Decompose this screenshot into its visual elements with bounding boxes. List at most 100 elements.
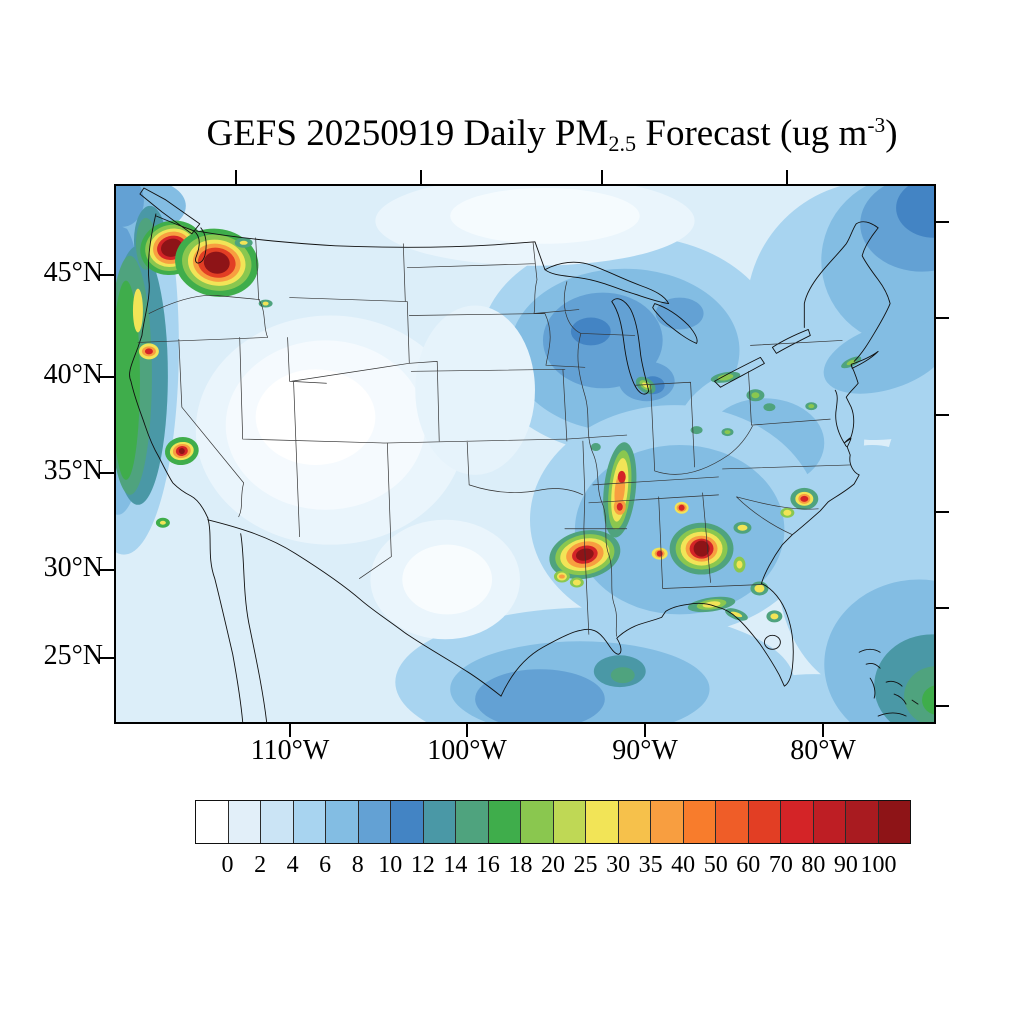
pm-hotspot	[164, 436, 199, 466]
colorbar-tick-label: 10	[378, 852, 403, 878]
latitude-tick	[100, 376, 115, 378]
latitude-tick-label: 40°N	[43, 359, 103, 390]
lake-erie	[714, 356, 765, 388]
colorbar-tick-label: 50	[703, 852, 728, 878]
longitude-tick-label: 100°W	[427, 735, 507, 766]
canada-border-east	[803, 221, 879, 328]
longitude-tick	[822, 723, 824, 737]
colorbar-tick-label: 60	[736, 852, 761, 878]
colorbar-segment	[748, 801, 781, 843]
pm-hotspot	[746, 389, 765, 402]
longitude-tick-top	[786, 170, 788, 185]
pm-hotspot	[258, 299, 273, 308]
pm-hotspot	[763, 403, 776, 412]
colorbar-segment	[261, 801, 294, 843]
hotspot-layer	[138, 220, 862, 623]
colorbar-segment	[813, 801, 846, 843]
longitude-tick	[289, 723, 291, 737]
lake-ontario	[771, 329, 811, 354]
pm-hotspot	[175, 228, 259, 297]
colorbar-tick-label: 14	[443, 852, 468, 878]
gulf-coast-florida-coastline	[500, 534, 794, 697]
puget-sound-coastline	[155, 215, 207, 264]
longitude-tick	[466, 723, 468, 737]
latitude-tick-right	[935, 221, 949, 223]
colorbar-tick-label: 20	[541, 852, 565, 878]
pm-hotspot	[674, 501, 689, 514]
lake-superior	[544, 261, 670, 305]
colorbar-segment	[781, 801, 814, 843]
longitude-tick-label: 110°W	[250, 735, 330, 766]
pm-hotspot	[690, 426, 703, 435]
colorbar-segment	[391, 801, 424, 843]
baja-coastline	[207, 517, 244, 722]
pm-hotspot	[138, 343, 159, 360]
pm-hotspot	[651, 547, 668, 560]
atlantic-coastline	[791, 364, 860, 536]
longitude-tick-top	[235, 170, 237, 185]
colorbar-tick-label: 25	[573, 852, 598, 878]
colorbar-tick-label: 0	[221, 852, 234, 878]
colorbar-segment	[326, 801, 359, 843]
colorbar-tick-label: 100	[860, 852, 897, 878]
pm-hotspot	[733, 521, 752, 534]
pm-hotspot	[553, 570, 570, 583]
colorbar-tick-label: 4	[286, 852, 299, 878]
title-suffix: )	[885, 113, 898, 154]
pm-hotspot	[780, 507, 795, 518]
colorbar-tick-label: 80	[801, 852, 826, 878]
colorbar-segment	[878, 801, 910, 843]
latitude-tick-right	[935, 414, 949, 416]
colorbar	[195, 800, 911, 844]
longitude-tick-label: 90°W	[612, 735, 678, 766]
lake-okeechobee	[763, 634, 781, 650]
colorbar-segment	[553, 801, 586, 843]
latitude-tick-right	[935, 317, 949, 319]
colorbar-tick-label: 8	[351, 852, 364, 878]
colorbar-tick-label: 30	[606, 852, 631, 878]
pm-hotspot	[155, 517, 170, 528]
map-plot-area	[114, 184, 936, 724]
pm-hotspot	[569, 577, 584, 588]
pm-hotspot	[590, 443, 601, 452]
title-superscript: -3	[867, 113, 886, 138]
colorbar-segment	[846, 801, 879, 843]
colorbar-segment	[683, 801, 716, 843]
latitude-tick-label: 45°N	[43, 257, 103, 288]
latitude-tick	[100, 472, 115, 474]
colorbar-segment	[456, 801, 489, 843]
latitude-tick-right	[935, 511, 949, 513]
longitude-tick-top	[601, 170, 603, 185]
pm-hotspot	[669, 522, 734, 575]
long-island-coastline	[850, 350, 879, 369]
colorbar-tick-label: 40	[671, 852, 696, 878]
colorbar-segment	[228, 801, 261, 843]
latitude-tick	[100, 274, 115, 276]
latitude-tick-label: 25°N	[43, 640, 103, 671]
latitude-tick-right	[935, 607, 949, 609]
lake-huron	[652, 303, 698, 344]
map-canvas	[116, 186, 934, 722]
colorbar-tick-label: 18	[508, 852, 533, 878]
pm-hotspot	[766, 610, 783, 623]
pm-hotspot	[733, 556, 746, 573]
colorbar-tick-label: 16	[475, 852, 500, 878]
chart-title: GEFS 20250919 Daily PM2.5 Forecast (ug m…	[206, 112, 897, 157]
pm-hotspot	[725, 608, 748, 621]
latitude-tick	[100, 569, 115, 571]
longitude-tick-label: 80°W	[790, 735, 856, 766]
longitude-tick-top	[420, 170, 422, 185]
land-field	[195, 186, 934, 640]
colorbar-segment	[716, 801, 749, 843]
geography	[129, 187, 919, 722]
pm-hotspot	[234, 237, 253, 248]
colorbar-tick-label: 35	[638, 852, 663, 878]
colorbar-tick-label: 70	[768, 852, 793, 878]
vancouver-island-coastline	[139, 187, 201, 235]
colorbar-segment	[651, 801, 684, 843]
pm-hotspot	[805, 402, 818, 411]
latitude-tick-label: 35°N	[43, 455, 103, 486]
colorbar-segment	[586, 801, 619, 843]
colorbar-tick-label: 6	[319, 852, 332, 878]
colorbar-segment	[423, 801, 456, 843]
